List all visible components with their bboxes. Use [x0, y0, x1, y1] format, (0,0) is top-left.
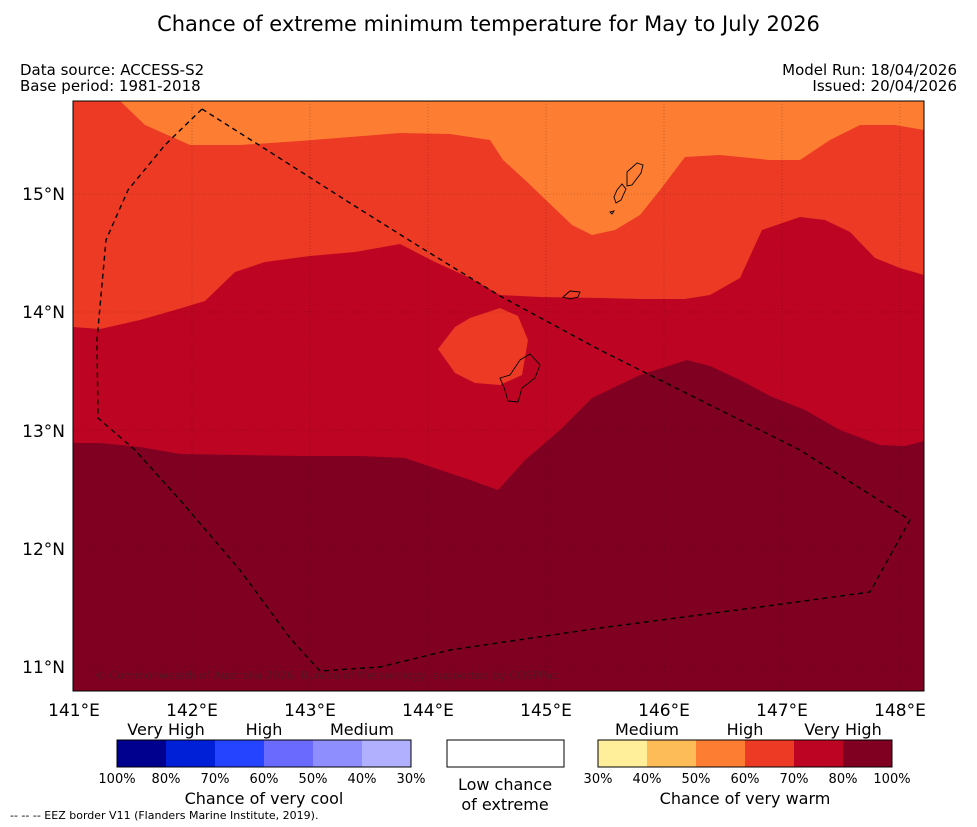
longitude-labels: 141°E 142°E 143°E 144°E 145°E 146°E 147°…: [48, 701, 926, 721]
map-title: Chance of extreme minimum temperature fo…: [157, 12, 820, 36]
lat-label: 11°N: [22, 658, 65, 678]
region-60-70-island-patch: [438, 308, 528, 385]
lon-label: 146°E: [638, 701, 690, 721]
warm-tick: 50%: [682, 772, 711, 787]
copyright-notice: © Commonwealth of Australia 2026, Bureau…: [95, 669, 558, 682]
neutral-label-line1: Low chance: [458, 775, 552, 794]
warm-swatch: [598, 740, 647, 767]
warm-swatch: [647, 740, 696, 767]
model-run: Model Run: 18/04/2026: [782, 61, 957, 79]
cool-swatch: [117, 740, 166, 767]
lat-label: 15°N: [22, 185, 65, 205]
warm-swatch: [794, 740, 843, 767]
cool-legend-label: Chance of very cool: [185, 789, 344, 808]
warm-tick: 40%: [633, 772, 662, 787]
issued-date: Issued: 20/04/2026: [812, 77, 957, 95]
lon-label: 145°E: [520, 701, 572, 721]
island-outline: [613, 183, 627, 204]
lon-label: 144°E: [402, 701, 454, 721]
data-source: Data source: ACCESS-S2: [20, 61, 205, 79]
island-outline: [562, 290, 581, 300]
lon-label: 148°E: [874, 701, 926, 721]
cool-header: High: [246, 720, 283, 739]
lat-label: 14°N: [22, 303, 65, 323]
cool-header: Medium: [330, 720, 394, 739]
island-outline: [626, 162, 644, 187]
cool-tick: 50%: [299, 772, 328, 787]
warm-legend-label: Chance of very warm: [660, 789, 831, 808]
warm-header: Medium: [615, 720, 679, 739]
lat-label: 12°N: [22, 540, 65, 560]
cool-tick: 60%: [250, 772, 279, 787]
cool-tick: 100%: [98, 772, 135, 787]
island-outline: [609, 210, 616, 215]
cool-swatch: [215, 740, 264, 767]
cool-swatches: [117, 740, 411, 767]
cool-tick: 70%: [201, 772, 230, 787]
warm-header: Very High: [804, 720, 881, 739]
warm-header: High: [727, 720, 764, 739]
eez-source-note: -- -- -- EEZ border V11 (Flanders Marine…: [10, 809, 319, 822]
cool-swatch: [362, 740, 411, 767]
warm-tick: 60%: [731, 772, 760, 787]
lon-label: 142°E: [166, 701, 218, 721]
cool-tick: 80%: [152, 772, 181, 787]
probability-fields: [73, 101, 924, 691]
lon-label: 143°E: [284, 701, 336, 721]
map-frame: [72, 100, 925, 692]
cool-swatch: [264, 740, 313, 767]
neutral-swatch: [446, 739, 565, 768]
lon-label: 141°E: [48, 701, 100, 721]
warm-tick: 100%: [873, 772, 910, 787]
island-outline: [499, 353, 541, 403]
base-period: Base period: 1981-2018: [20, 77, 201, 95]
warm-swatch: [696, 740, 745, 767]
cool-swatch: [166, 740, 215, 767]
cool-header: Very High: [127, 720, 204, 739]
neutral-legend: Low chance of extreme: [446, 739, 565, 814]
warm-legend: Medium High Very High 30% 40% 50% 60% 70…: [584, 720, 911, 808]
graticule: [73, 101, 924, 691]
island-outlines: [499, 162, 644, 403]
region-80-100: [73, 360, 924, 691]
latitude-labels: 15°N 14°N 13°N 12°N 11°N: [22, 185, 65, 678]
lat-label: 13°N: [22, 422, 65, 442]
warm-tick: 30%: [584, 772, 613, 787]
warm-tick: 80%: [829, 772, 858, 787]
cool-tick: 30%: [397, 772, 426, 787]
cool-tick: 40%: [348, 772, 377, 787]
neutral-label-line2: of extreme: [461, 795, 548, 814]
warm-swatches: [598, 740, 892, 767]
warm-swatch: [745, 740, 794, 767]
cool-legend: Very High High Medium 100% 80% 70% 60% 5…: [98, 720, 425, 808]
warm-tick: 70%: [780, 772, 809, 787]
eez-border: [96, 108, 911, 672]
cool-swatch: [313, 740, 362, 767]
warm-swatch: [843, 740, 892, 767]
lon-label: 147°E: [756, 701, 808, 721]
